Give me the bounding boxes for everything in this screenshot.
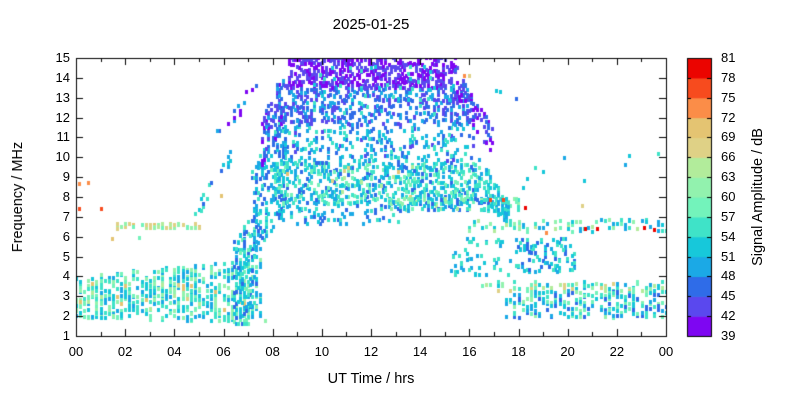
colorbar-tick-label: 69 <box>721 129 736 145</box>
x-tick-label: 12 <box>363 344 379 359</box>
colorbar-tick-label: 66 <box>721 149 736 165</box>
x-tick-label: 16 <box>462 344 477 359</box>
x-tick-label: 22 <box>609 344 625 359</box>
colorbar-tick-label: 57 <box>721 208 736 224</box>
x-tick-label: 08 <box>265 344 280 359</box>
y-tick-label: 12 <box>55 109 70 125</box>
x-tick-label: 06 <box>216 344 231 359</box>
y-tick-label: 4 <box>62 268 70 284</box>
colorbar-tick-label: 48 <box>721 268 736 284</box>
y-tick-label: 13 <box>55 89 70 105</box>
x-tick-label: 00 <box>658 344 674 359</box>
x-tick-label: 02 <box>117 344 133 359</box>
y-tick-label: 15 <box>55 50 70 65</box>
y-tick-label: 8 <box>62 189 70 204</box>
colorbar-tick-label: 60 <box>721 189 736 204</box>
y-tick-label: 5 <box>62 248 70 264</box>
colorbar-tick-label: 42 <box>721 308 736 324</box>
colorbar-tick-label: 39 <box>721 328 736 343</box>
colorbar-tick-label: 45 <box>721 288 736 304</box>
y-tick-label: 11 <box>56 129 71 145</box>
y-tick-label: 6 <box>62 228 70 244</box>
x-tick-label: 04 <box>167 344 182 359</box>
y-tick-label: 7 <box>62 208 70 224</box>
x-tick-label: 00 <box>68 344 84 359</box>
colorbar-tick-label: 51 <box>721 248 736 264</box>
y-tick-label: 9 <box>62 169 70 185</box>
y-tick-label: 2 <box>62 308 70 324</box>
plot-title: 2025-01-25 <box>332 16 410 33</box>
colorbar-tick-label: 72 <box>721 109 736 125</box>
colorbar-tick-label: 78 <box>721 69 736 85</box>
colorbar-tick-label: 75 <box>721 89 736 105</box>
y-tick-label: 14 <box>55 69 70 85</box>
y-tick-label: 3 <box>62 288 70 304</box>
colorbar-tick-label: 63 <box>721 169 736 185</box>
colorbar-tick-label: 54 <box>721 228 736 244</box>
x-tick-label: 10 <box>314 344 330 359</box>
x-tick-label: 20 <box>560 344 575 359</box>
x-tick-label: 18 <box>511 344 526 359</box>
y-tick-label: 1 <box>62 328 70 343</box>
y-tick-label: 10 <box>55 149 70 165</box>
x-axis-label: UT Time / hrs <box>327 371 415 387</box>
colorbar-tick-label: 81 <box>721 50 736 65</box>
x-tick-label: 14 <box>412 344 428 359</box>
